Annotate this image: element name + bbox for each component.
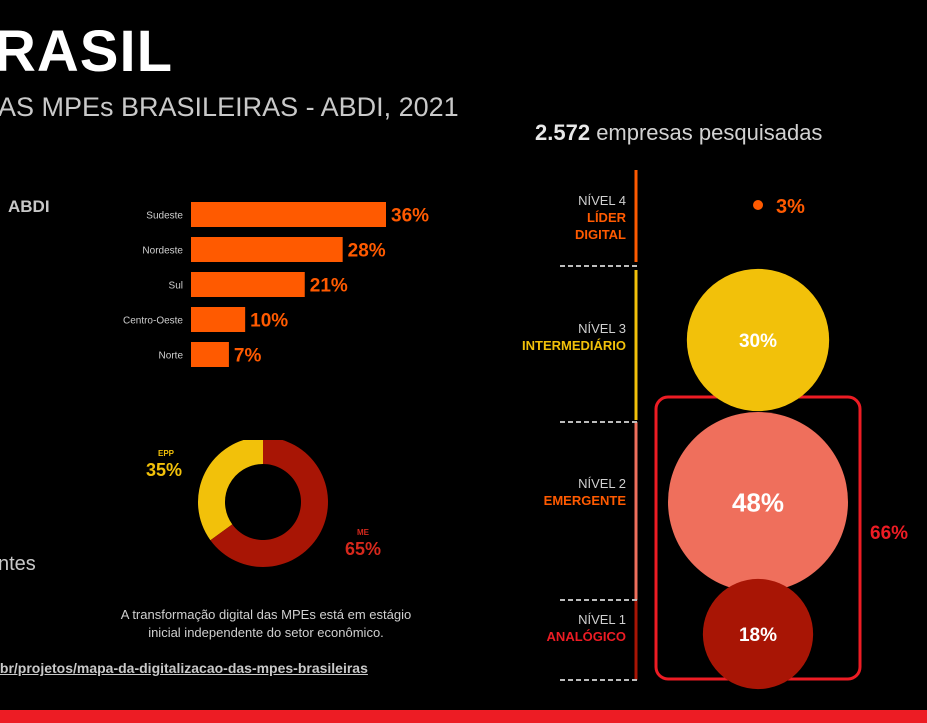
surveyed-text: empresas pesquisadas bbox=[596, 120, 823, 145]
bubble bbox=[686, 268, 830, 412]
level-number: NÍVEL 2 bbox=[578, 476, 626, 491]
bubble-value-label: 48% bbox=[732, 487, 784, 517]
bar-category-label: Sudeste bbox=[146, 211, 183, 222]
bar-value-label: 21% bbox=[310, 276, 348, 297]
bar bbox=[191, 202, 386, 227]
level-name: INTERMEDIÁRIO bbox=[522, 338, 626, 353]
partial-text: ntes bbox=[0, 553, 36, 575]
level-name: ANALÓGICO bbox=[547, 629, 626, 644]
bar-category-label: Sul bbox=[169, 281, 183, 292]
bar-category-label: Nordeste bbox=[142, 246, 183, 257]
surveyed-number: 2.572 bbox=[535, 120, 591, 145]
bar bbox=[191, 237, 343, 262]
level-name: DIGITAL bbox=[575, 227, 626, 242]
source-link[interactable]: .br/projetos/mapa-da-digitalizacao-das-m… bbox=[0, 660, 368, 676]
bar bbox=[191, 307, 246, 332]
donut-slice bbox=[198, 440, 263, 541]
bubble bbox=[702, 578, 814, 690]
donut-value-label: 65% bbox=[345, 539, 381, 559]
bubble-value-label: 18% bbox=[739, 625, 777, 646]
region-bar-chart: Sudeste 36% Nordeste 28% Sul 21% Centro-Oeste 1… bbox=[123, 202, 429, 367]
bar bbox=[191, 342, 229, 367]
donut-category-label: ME bbox=[357, 528, 370, 537]
bar-category-label: Norte bbox=[159, 351, 184, 362]
bar-value-label: 7% bbox=[234, 346, 262, 367]
note-line-1: A transformação digital das MPEs está em… bbox=[120, 607, 412, 622]
bar-value-label: 28% bbox=[348, 241, 386, 262]
bubble bbox=[753, 200, 763, 210]
surveyed-count: 2.572 empresas pesquisadas bbox=[535, 120, 822, 146]
level-number: NÍVEL 1 bbox=[578, 612, 626, 627]
note-line-2: inicial independente do setor econômico. bbox=[148, 625, 384, 640]
level-name: EMERGENTE bbox=[544, 493, 627, 508]
level-name: LÍDER bbox=[587, 210, 627, 225]
bar-category-label: Centro-Oeste bbox=[123, 316, 183, 327]
donut-category-label: EPP bbox=[158, 449, 175, 458]
group-total-label: 66% bbox=[870, 523, 908, 544]
bar-value-label: 10% bbox=[250, 311, 288, 332]
bubble bbox=[668, 412, 848, 592]
page-subtitle: AS MPEs BRASILEIRAS - ABDI, 2021 bbox=[0, 92, 459, 122]
bottom-accent-bar bbox=[0, 710, 927, 723]
bubble-value-label: 30% bbox=[739, 331, 777, 352]
level-number: NÍVEL 4 bbox=[578, 193, 626, 208]
bar-value-label: 36% bbox=[391, 206, 429, 227]
note-text: A transformação digital das MPEs está em… bbox=[50, 606, 482, 642]
source-label: ABDI bbox=[8, 197, 50, 216]
bubble-value-label: 3% bbox=[776, 196, 805, 218]
bar bbox=[191, 272, 305, 297]
company-size-donut-chart: EPP 35% ME 65% bbox=[146, 440, 381, 567]
level-number: NÍVEL 3 bbox=[578, 321, 626, 336]
page-title: RASIL bbox=[0, 19, 173, 84]
donut-value-label: 35% bbox=[146, 460, 182, 480]
donut-slice bbox=[210, 440, 328, 567]
